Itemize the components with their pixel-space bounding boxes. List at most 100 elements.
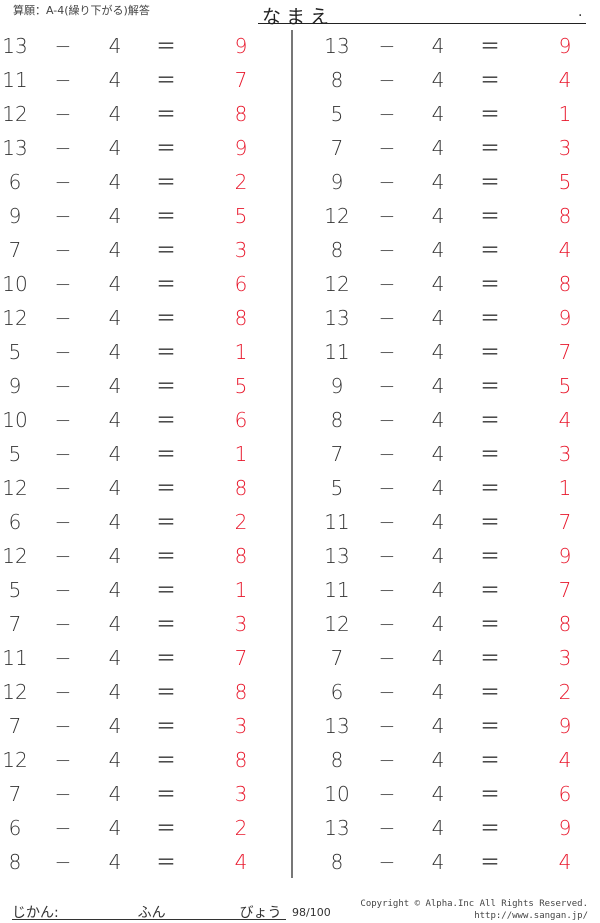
right-problem-21-answer: 9 — [558, 714, 572, 738]
right-problem-10-operand-b: 4 — [431, 340, 445, 364]
left-problem-7-operand-a: 7 — [8, 238, 22, 262]
seconds-label: びょう — [239, 905, 282, 921]
right-problem-25-answer: 4 — [558, 850, 572, 874]
left-problem-25-minus-sign: − — [54, 850, 72, 874]
name-label: なまえ — [262, 6, 335, 28]
left-problem-8-answer: 6 — [234, 272, 248, 296]
left-problem-9-minus-sign: − — [54, 306, 72, 330]
left-problem-25-equals-sign: ＝ — [156, 850, 176, 874]
left-problem-3-minus-sign: − — [54, 102, 72, 126]
left-problem-25-operand-a: 8 — [8, 850, 22, 874]
left-problem-12-operand-a: 10 — [2, 408, 28, 432]
left-problem-9-operand-b: 4 — [108, 306, 122, 330]
left-problem-3-operand-a: 12 — [2, 102, 28, 126]
left-problem-18-operand-b: 4 — [108, 612, 122, 636]
left-problem-4-answer: 9 — [234, 136, 248, 160]
right-problem-23-operand-a: 10 — [324, 782, 350, 806]
left-problem-22-equals-sign: ＝ — [156, 748, 176, 772]
right-problem-9-operand-b: 4 — [431, 306, 445, 330]
right-problem-16-answer: 9 — [558, 544, 572, 568]
right-problem-12-equals-sign: ＝ — [480, 408, 500, 432]
left-problem-23-minus-sign: − — [54, 782, 72, 806]
left-problem-13-operand-a: 5 — [8, 442, 22, 466]
left-problem-12-operand-b: 4 — [108, 408, 122, 432]
left-problem-24-operand-b: 4 — [108, 816, 122, 840]
left-problem-4-equals-sign: ＝ — [156, 136, 176, 160]
left-problem-5-equals-sign: ＝ — [156, 170, 176, 194]
left-problem-24-minus-sign: − — [54, 816, 72, 840]
right-problem-24-answer: 9 — [558, 816, 572, 840]
right-problem-10-answer: 7 — [558, 340, 572, 364]
name-end-mark: . — [578, 4, 583, 20]
left-problem-16-minus-sign: − — [54, 544, 72, 568]
right-problem-23-minus-sign: − — [378, 782, 396, 806]
right-problem-13-equals-sign: ＝ — [480, 442, 500, 466]
left-problem-12-minus-sign: − — [54, 408, 72, 432]
left-problem-2-equals-sign: ＝ — [156, 68, 176, 92]
left-problem-1-operand-b: 4 — [108, 34, 122, 58]
left-problem-24-equals-sign: ＝ — [156, 816, 176, 840]
site-url: http://www.sangan.jp/ — [474, 911, 588, 921]
column-divider — [291, 30, 293, 878]
left-problem-19-operand-b: 4 — [108, 646, 122, 670]
right-problem-5-answer: 5 — [558, 170, 572, 194]
right-problem-6-equals-sign: ＝ — [480, 204, 500, 228]
right-problem-21-minus-sign: − — [378, 714, 396, 738]
right-problem-11-minus-sign: − — [378, 374, 396, 398]
right-problem-21-operand-b: 4 — [431, 714, 445, 738]
right-problem-4-operand-b: 4 — [431, 136, 445, 160]
left-problem-14-equals-sign: ＝ — [156, 476, 176, 500]
right-problem-2-minus-sign: − — [378, 68, 396, 92]
right-problem-9-equals-sign: ＝ — [480, 306, 500, 330]
left-problem-19-equals-sign: ＝ — [156, 646, 176, 670]
right-problem-16-minus-sign: − — [378, 544, 396, 568]
left-problem-25-answer: 4 — [234, 850, 248, 874]
right-problem-20-equals-sign: ＝ — [480, 680, 500, 704]
right-problem-8-operand-b: 4 — [431, 272, 445, 296]
left-problem-1-equals-sign: ＝ — [156, 34, 176, 58]
worksheet-title: 算願：A-4(繰り下がる)解答 — [13, 4, 150, 17]
right-problem-3-minus-sign: − — [378, 102, 396, 126]
right-problem-20-answer: 2 — [558, 680, 572, 704]
right-problem-25-operand-b: 4 — [431, 850, 445, 874]
right-problem-24-operand-a: 13 — [324, 816, 350, 840]
right-problem-4-operand-a: 7 — [330, 136, 344, 160]
right-problem-7-equals-sign: ＝ — [480, 238, 500, 262]
right-problem-10-equals-sign: ＝ — [480, 340, 500, 364]
left-problem-20-operand-b: 4 — [108, 680, 122, 704]
right-problem-15-equals-sign: ＝ — [480, 510, 500, 534]
right-problem-17-minus-sign: − — [378, 578, 396, 602]
right-problem-8-operand-a: 12 — [324, 272, 350, 296]
right-problem-24-operand-b: 4 — [431, 816, 445, 840]
left-problem-24-operand-a: 6 — [8, 816, 22, 840]
right-problem-8-answer: 8 — [558, 272, 572, 296]
left-problem-23-operand-b: 4 — [108, 782, 122, 806]
right-problem-18-operand-b: 4 — [431, 612, 445, 636]
left-problem-16-equals-sign: ＝ — [156, 544, 176, 568]
left-problem-15-operand-b: 4 — [108, 510, 122, 534]
right-problem-1-operand-a: 13 — [324, 34, 350, 58]
left-problem-3-operand-b: 4 — [108, 102, 122, 126]
left-problem-16-answer: 8 — [234, 544, 248, 568]
right-problem-11-answer: 5 — [558, 374, 572, 398]
time-label: じかん: — [12, 905, 59, 921]
right-problem-19-minus-sign: − — [378, 646, 396, 670]
left-problem-23-answer: 3 — [234, 782, 248, 806]
left-problem-21-minus-sign: − — [54, 714, 72, 738]
right-problem-18-answer: 8 — [558, 612, 572, 636]
right-problem-14-minus-sign: − — [378, 476, 396, 500]
left-problem-18-minus-sign: − — [54, 612, 72, 636]
right-problem-25-operand-a: 8 — [330, 850, 344, 874]
right-problem-20-minus-sign: − — [378, 680, 396, 704]
left-problem-15-minus-sign: − — [54, 510, 72, 534]
right-problem-19-operand-a: 7 — [330, 646, 344, 670]
right-problem-19-operand-b: 4 — [431, 646, 445, 670]
right-problem-1-minus-sign: − — [378, 34, 396, 58]
left-problem-20-equals-sign: ＝ — [156, 680, 176, 704]
left-problem-2-operand-b: 4 — [108, 68, 122, 92]
left-problem-5-operand-b: 4 — [108, 170, 122, 194]
right-problem-11-equals-sign: ＝ — [480, 374, 500, 398]
right-problem-10-minus-sign: − — [378, 340, 396, 364]
right-problem-7-minus-sign: − — [378, 238, 396, 262]
left-problem-19-answer: 7 — [234, 646, 248, 670]
